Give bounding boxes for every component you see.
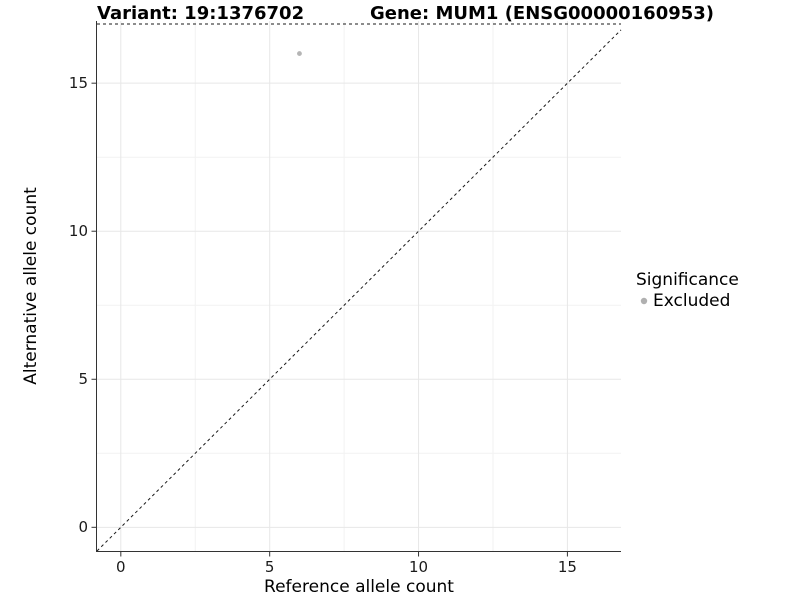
y-tick-label: 15 (68, 74, 88, 93)
legend-title: Significance (636, 270, 739, 290)
x-tick-label: 0 (116, 558, 126, 576)
y-tick-label: 5 (78, 370, 88, 389)
x-axis-title: Reference allele count (264, 577, 454, 597)
legend-key-dot-icon (640, 297, 648, 305)
x-tick-label: 10 (408, 558, 429, 576)
data-point (297, 51, 302, 56)
y-axis-title: Alternative allele count (21, 187, 41, 385)
plot-title-variant: Variant: 19:1376702 (97, 3, 305, 24)
y-tick-label: 10 (68, 222, 88, 241)
identity-line (96, 29, 622, 552)
y-tick-label: 0 (78, 518, 88, 537)
x-tick-label: 5 (264, 558, 275, 576)
legend-item-excluded-label: Excluded (653, 291, 731, 311)
plot-title-gene: Gene: MUM1 (ENSG00000160953) (370, 3, 715, 24)
x-tick-label: 15 (557, 558, 577, 576)
